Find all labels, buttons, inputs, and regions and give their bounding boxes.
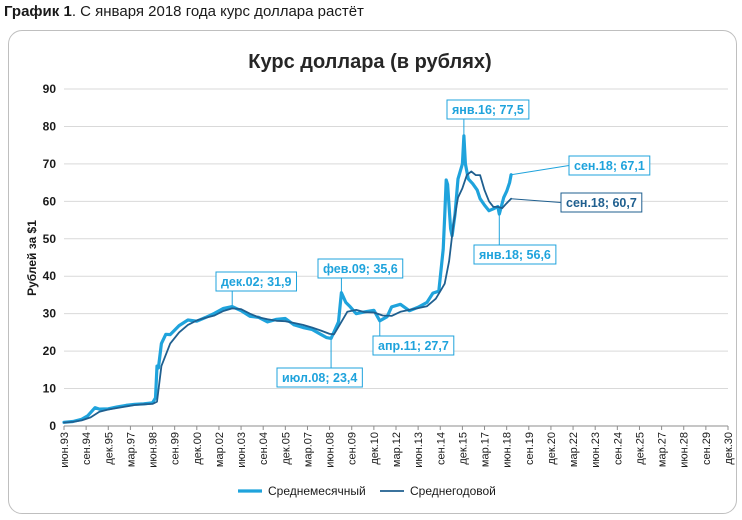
- x-tick-label: июн.93: [59, 432, 71, 468]
- annotation: апр.11; 27,7: [372, 322, 455, 356]
- x-tick-label: июн.03: [236, 432, 248, 468]
- x-tick-label: дек.15: [457, 432, 469, 465]
- annotation-label: янв.16; 77,5: [452, 103, 524, 117]
- x-tick-label: июн.18: [502, 432, 514, 468]
- legend: Среднемесячный Среднегодовой: [238, 484, 496, 498]
- annotation-label: сен.18; 67,1: [574, 159, 645, 173]
- x-tick-label: сен.99: [170, 432, 182, 465]
- y-axis-label: Рублей за $1: [25, 220, 39, 296]
- y-tick-label: 10: [43, 382, 57, 396]
- y-tick-labels: 0 10 20 30 40 50 60 70 80 90: [43, 82, 57, 433]
- annotation-box: [276, 367, 363, 388]
- annotation: янв.16; 77,5: [446, 99, 530, 136]
- x-tick-label: дек.10: [369, 432, 381, 465]
- annotation-box: [568, 155, 651, 176]
- y-tick-label: 30: [43, 307, 57, 321]
- y-tick-label: 40: [43, 269, 57, 283]
- annotation: сен.18; 60,7: [511, 192, 643, 213]
- annotation: июл.08; 23,4: [276, 338, 363, 388]
- legend-label: Среднемесячный: [268, 484, 366, 498]
- x-tick-label: сен.04: [258, 432, 270, 465]
- x-tick-label: мар.22: [568, 432, 580, 467]
- annotation-box: [372, 335, 455, 356]
- x-tick-label: мар.02: [214, 432, 226, 467]
- series-line-monthly: [62, 134, 513, 424]
- annotation: дек.02; 31,9: [215, 271, 297, 307]
- y-tick-label: 60: [43, 194, 57, 208]
- annotation: янв.18; 56,6: [473, 214, 557, 265]
- x-tick-label: июн.28: [679, 432, 691, 468]
- y-tick-label: 50: [43, 232, 57, 246]
- x-tick-label: сен.19: [524, 432, 536, 465]
- x-tick-label: мар.97: [125, 432, 137, 467]
- figure-caption: График 1. С января 2018 года курс доллар…: [4, 3, 364, 20]
- annotation-label: дек.02; 31,9: [221, 275, 292, 289]
- legend-entry: Среднемесячный: [238, 484, 366, 498]
- caption-prefix: График 1: [4, 3, 72, 20]
- x-tick-labels: июн.93 сен.94 дек.95 мар.97 июн.98 сен.99 дек.…: [59, 426, 735, 468]
- annotation-box: [473, 244, 557, 265]
- caption-text: . С января 2018 года курс доллара растёт: [71, 3, 364, 20]
- x-tick-label: мар.27: [657, 432, 669, 467]
- annotation: сен.18; 67,1: [511, 155, 651, 176]
- annotation-box: [215, 271, 297, 292]
- y-tick-label: 90: [43, 82, 57, 96]
- x-tick-label: мар.12: [391, 432, 403, 467]
- x-tick-label: сен.29: [701, 432, 713, 465]
- x-tick-label: июн.13: [413, 432, 425, 468]
- annotation-label: янв.18; 56,6: [479, 248, 551, 262]
- x-tick-label: июн.23: [590, 432, 602, 468]
- annotation-leader: [511, 165, 570, 176]
- x-tick-label: дек.20: [546, 432, 558, 465]
- chart-title: Курс доллара (в рублях): [248, 51, 491, 73]
- annotation-label: апр.11; 27,7: [378, 339, 449, 353]
- annotation-label: фев.09; 35,6: [323, 262, 398, 276]
- annotation-box: [317, 258, 404, 279]
- legend-entry: Среднегодовой: [380, 484, 496, 498]
- annotation: фев.09; 35,6: [317, 258, 404, 293]
- grid-lines: [64, 88, 728, 427]
- x-tick-label: дек.05: [280, 432, 292, 465]
- x-tick-label: июн.08: [325, 432, 337, 468]
- x-tick-label: дек.00: [192, 432, 204, 465]
- annotation-label: июл.08; 23,4: [282, 371, 357, 385]
- x-tick-label: июн.98: [148, 432, 160, 468]
- x-tick-label: сен.94: [81, 432, 93, 465]
- x-tick-label: дек.30: [723, 432, 735, 465]
- annotation-box: [560, 192, 643, 213]
- y-tick-label: 80: [43, 119, 57, 133]
- y-tick-label: 0: [49, 419, 56, 433]
- x-tick-label: мар.07: [302, 432, 314, 467]
- annotation-label: сен.18; 60,7: [566, 196, 637, 210]
- annotation-leader: [511, 198, 562, 203]
- annotation-box: [446, 99, 530, 120]
- y-tick-label: 70: [43, 157, 57, 171]
- x-tick-label: сен.14: [435, 432, 447, 465]
- series-lines: [62, 134, 513, 424]
- x-tick-label: сен.09: [347, 432, 359, 465]
- x-tick-label: дек.95: [103, 432, 115, 465]
- series-line-yearly: [63, 170, 512, 424]
- legend-label: Среднегодовой: [410, 484, 496, 498]
- x-tick-label: дек.25: [634, 432, 646, 465]
- y-tick-label: 20: [43, 344, 57, 358]
- x-tick-label: сен.24: [612, 432, 624, 465]
- annotations: дек.02; 31,9 фев.09; 35,6 июл.08; 23,4 апр.…: [215, 99, 651, 388]
- x-tick-label: мар.17: [480, 432, 492, 467]
